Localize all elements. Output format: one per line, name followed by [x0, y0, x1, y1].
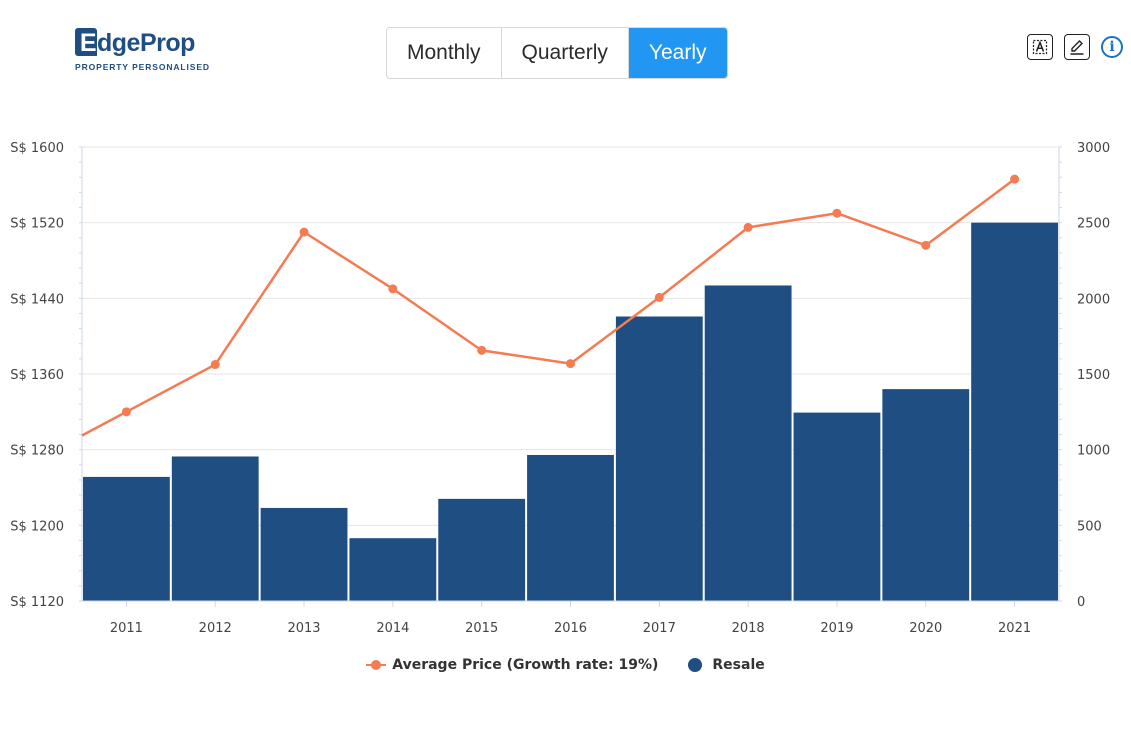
average-price-point-2011 — [121, 407, 131, 417]
right-axis-tick-label: 3000 — [1077, 141, 1110, 156]
right-axis-tick-label: 2000 — [1077, 292, 1110, 307]
tab-quarterly[interactable]: Quarterly — [502, 28, 629, 78]
x-axis-tick-label: 2012 — [199, 621, 232, 636]
left-axis-tick-label: S$ 1600 — [10, 141, 64, 156]
legend-resale-label: Resale — [712, 657, 765, 673]
bar-resale-2018 — [704, 285, 792, 601]
text-select-icon — [1032, 39, 1048, 55]
x-axis-tick-label: 2018 — [732, 621, 765, 636]
bar-resale-2017 — [615, 316, 703, 601]
right-axis-tick-label: 1500 — [1077, 368, 1110, 383]
average-price-point-2018 — [743, 222, 753, 232]
x-axis-tick-label: 2011 — [110, 621, 143, 636]
x-axis-tick-label: 2020 — [909, 621, 942, 636]
left-axis-tick-label: S$ 1200 — [10, 519, 64, 534]
x-axis-tick-label: 2019 — [820, 621, 853, 636]
bar-resale-2016 — [527, 454, 614, 601]
bar-resale-2019 — [793, 412, 881, 601]
legend-item-resale[interactable]: Resale — [688, 657, 765, 673]
edit-pencil-icon — [1070, 40, 1084, 55]
average-price-point-2016 — [566, 359, 575, 369]
chart-legend: Average Price (Growth rate: 19%) Resale — [0, 657, 1131, 673]
average-price-point-2019 — [832, 208, 842, 218]
bar-resale-2015 — [438, 498, 526, 601]
bar-resale-2012 — [171, 456, 259, 601]
bar-resale-2011 — [83, 476, 170, 601]
legend-bar-marker — [688, 658, 703, 672]
x-axis-tick-label: 2013 — [287, 621, 320, 636]
bar-resale-2014 — [349, 538, 437, 601]
left-axis-tick-label: S$ 1120 — [10, 595, 64, 610]
left-axis-tick-label: S$ 1280 — [10, 444, 64, 459]
average-price-point-2013 — [299, 227, 309, 237]
right-axis-tick-label: 500 — [1077, 519, 1102, 534]
info-icon[interactable]: i — [1101, 36, 1123, 58]
x-axis-tick-label: 2015 — [465, 621, 498, 636]
logo-wordmark: EdgeProp — [79, 29, 195, 57]
edit-button[interactable] — [1064, 34, 1090, 60]
text-select-button[interactable] — [1027, 34, 1053, 60]
chart-toolbar: i — [1027, 34, 1123, 60]
right-axis-tick-label: 2500 — [1077, 217, 1110, 232]
logo-badge — [75, 28, 97, 56]
info-glyph: i — [1109, 39, 1115, 55]
legend-item-average-price[interactable]: Average Price (Growth rate: 19%) — [366, 657, 658, 673]
left-axis-tick-label: S$ 1440 — [10, 292, 64, 307]
x-axis-tick-label: 2016 — [554, 621, 587, 636]
right-axis-tick-label: 1000 — [1077, 444, 1110, 459]
average-price-point-2020 — [921, 240, 931, 250]
edgeprop-logo[interactable]: EdgeProp PROPERTY PERSONALISED — [73, 26, 213, 76]
legend-line-marker — [366, 659, 387, 671]
average-price-point-2012 — [210, 360, 220, 370]
average-price-point-2017 — [654, 292, 664, 302]
tab-monthly[interactable]: Monthly — [387, 28, 502, 78]
bar-resale-2021 — [971, 222, 1058, 601]
x-axis-tick-label: 2021 — [998, 621, 1031, 636]
tab-yearly[interactable]: Yearly — [628, 28, 727, 78]
period-tabs: Monthly Quarterly Yearly — [386, 27, 728, 79]
left-axis-tick-label: S$ 1360 — [10, 368, 64, 383]
bar-resale-2020 — [882, 389, 970, 601]
average-price-point-2021 — [1010, 174, 1020, 184]
x-axis-tick-label: 2014 — [376, 621, 409, 636]
average-price-line — [81, 178, 1016, 437]
average-price-point-2014 — [388, 284, 398, 294]
left-axis-tick-label: S$ 1520 — [10, 217, 64, 232]
right-axis-tick-label: 0 — [1077, 595, 1085, 610]
bar-resale-2013 — [260, 507, 348, 601]
logo-tagline: PROPERTY PERSONALISED — [75, 62, 210, 72]
x-axis-tick-label: 2017 — [643, 621, 676, 636]
average-price-point-2015 — [477, 345, 487, 355]
legend-average-price-label: Average Price (Growth rate: 19%) — [392, 657, 659, 673]
